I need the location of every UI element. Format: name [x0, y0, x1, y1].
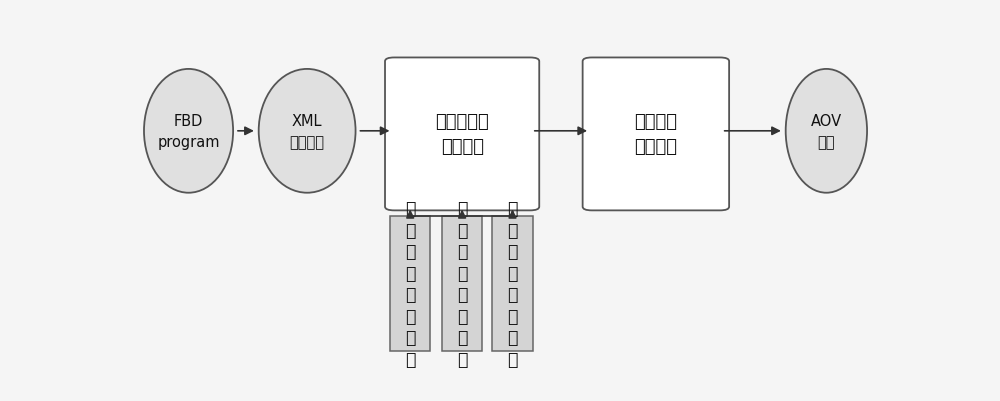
Bar — [390, 217, 430, 351]
Text: 十字链表
表示形式: 十字链表 表示形式 — [634, 113, 677, 156]
Ellipse shape — [786, 70, 867, 193]
Ellipse shape — [144, 70, 233, 193]
Text: 类多重链表
表示形式: 类多重链表 表示形式 — [435, 113, 489, 156]
Text: XML
描述文件: XML 描述文件 — [290, 113, 325, 150]
Bar — [492, 217, 533, 351]
Text: FBD
program: FBD program — [157, 113, 220, 150]
Text: 网
络
及
结
点
顺
序
化: 网 络 及 结 点 顺 序 化 — [457, 200, 467, 368]
Text: 更
改
逻
辑
表
达
形
式: 更 改 逻 辑 表 达 形 式 — [405, 200, 415, 368]
Bar — [442, 217, 482, 351]
FancyBboxPatch shape — [583, 58, 729, 211]
Text: 节
点
行
列
标
号
赋
值: 节 点 行 列 标 号 赋 值 — [507, 200, 518, 368]
Text: AOV
结构: AOV 结构 — [811, 113, 842, 150]
FancyBboxPatch shape — [385, 58, 539, 211]
Ellipse shape — [259, 70, 356, 193]
